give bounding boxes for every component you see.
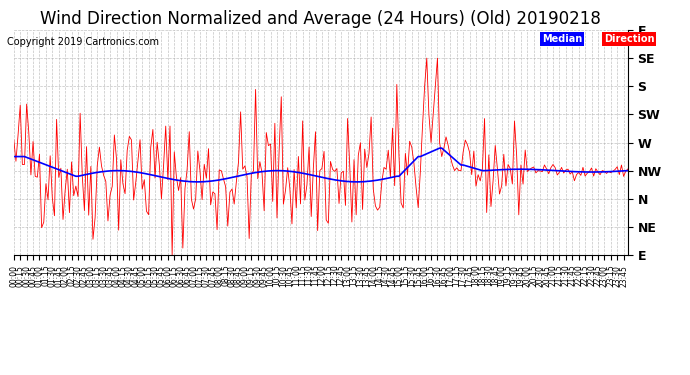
Title: Wind Direction Normalized and Average (24 Hours) (Old) 20190218: Wind Direction Normalized and Average (2… (41, 10, 601, 28)
Text: Median: Median (542, 34, 582, 44)
Text: Direction: Direction (604, 34, 654, 44)
Text: Copyright 2019 Cartronics.com: Copyright 2019 Cartronics.com (7, 37, 159, 47)
